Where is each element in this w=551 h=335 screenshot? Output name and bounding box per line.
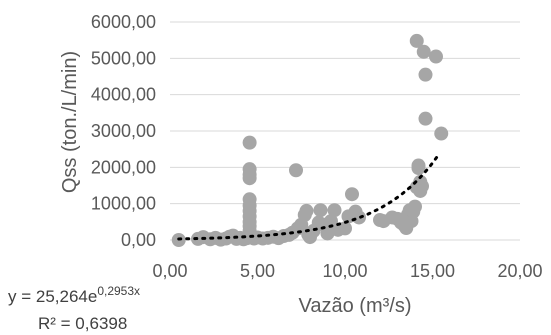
x-tick-label: 20,00 [497,261,542,281]
data-point [242,171,257,186]
data-point [416,44,431,59]
equation-exponent: 0,2953x [97,284,140,298]
x-tick-label: 10,00 [322,261,367,281]
x-tick-labels: 0,00 5,00 10,00 15,00 20,00 [152,261,542,281]
x-axis-title: Vazão (m³/s) [299,295,412,317]
trendline-equation: y = 25,264e0,2953x [8,284,140,306]
equation-prefix: y = 25,264e [8,287,97,306]
data-point [345,187,359,202]
gridlines [170,21,520,205]
y-tick-label: 6000,00 [91,12,156,32]
y-tick-label: 1000,00 [91,194,156,214]
data-point [327,203,342,218]
data-point [289,163,303,178]
r-squared-label: R² = 0,6398 [38,314,127,333]
y-tick-labels: 0,00 1000,00 2000,00 3000,00 4000,00 5000,00 6… [91,12,156,250]
y-tick-label: 4000,00 [91,85,156,105]
y-tick-label: 0,00 [121,230,156,250]
data-point [434,126,449,141]
x-tick-label: 0,00 [152,261,187,281]
data-point [411,161,426,176]
data-point [409,33,424,48]
data-point [320,226,335,241]
data-point [338,221,352,236]
data-point [313,203,328,218]
data-points [171,33,449,247]
data-point [429,49,443,64]
y-tick-label: 5000,00 [91,48,156,68]
data-point [352,210,366,225]
data-point [408,199,422,214]
data-point [418,111,433,126]
y-axis-title: Qss (ton./L/min) [59,51,81,193]
data-point [242,135,257,150]
y-tick-label: 3000,00 [91,121,156,141]
data-point [299,203,314,218]
trendline [177,154,440,241]
y-tick-label: 2000,00 [91,157,156,177]
data-point [415,179,429,194]
x-tick-label: 15,00 [410,261,455,281]
data-point [418,67,433,82]
x-tick-label: 5,00 [240,261,275,281]
